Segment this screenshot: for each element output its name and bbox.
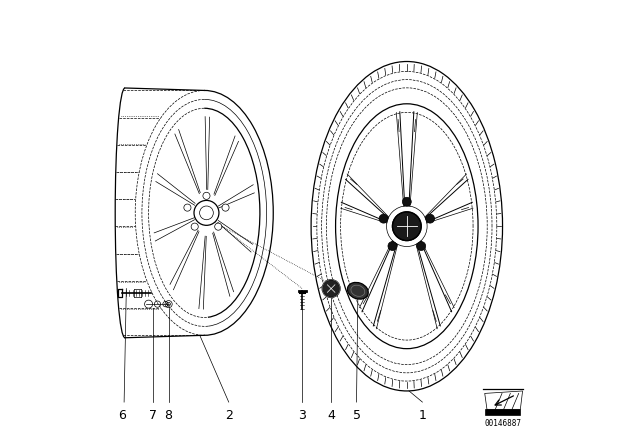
Circle shape [191,223,198,230]
Circle shape [392,212,421,241]
Text: 4: 4 [327,409,335,422]
Circle shape [322,280,340,297]
Text: 1: 1 [419,409,426,422]
Circle shape [214,223,222,230]
Circle shape [388,241,397,250]
Polygon shape [484,391,523,409]
Circle shape [417,241,426,250]
Circle shape [403,197,412,206]
Text: 6: 6 [118,409,126,422]
Text: 00146887: 00146887 [484,419,521,428]
Circle shape [222,204,229,211]
Text: 3: 3 [298,409,306,422]
Circle shape [379,214,388,223]
Bar [484,409,520,415]
Ellipse shape [348,282,368,299]
Text: 7: 7 [149,409,157,422]
Circle shape [426,214,435,223]
Circle shape [184,204,191,211]
Circle shape [203,192,210,199]
Text: 8: 8 [164,409,173,422]
Text: 2: 2 [225,409,233,422]
Text: 5: 5 [353,409,360,422]
